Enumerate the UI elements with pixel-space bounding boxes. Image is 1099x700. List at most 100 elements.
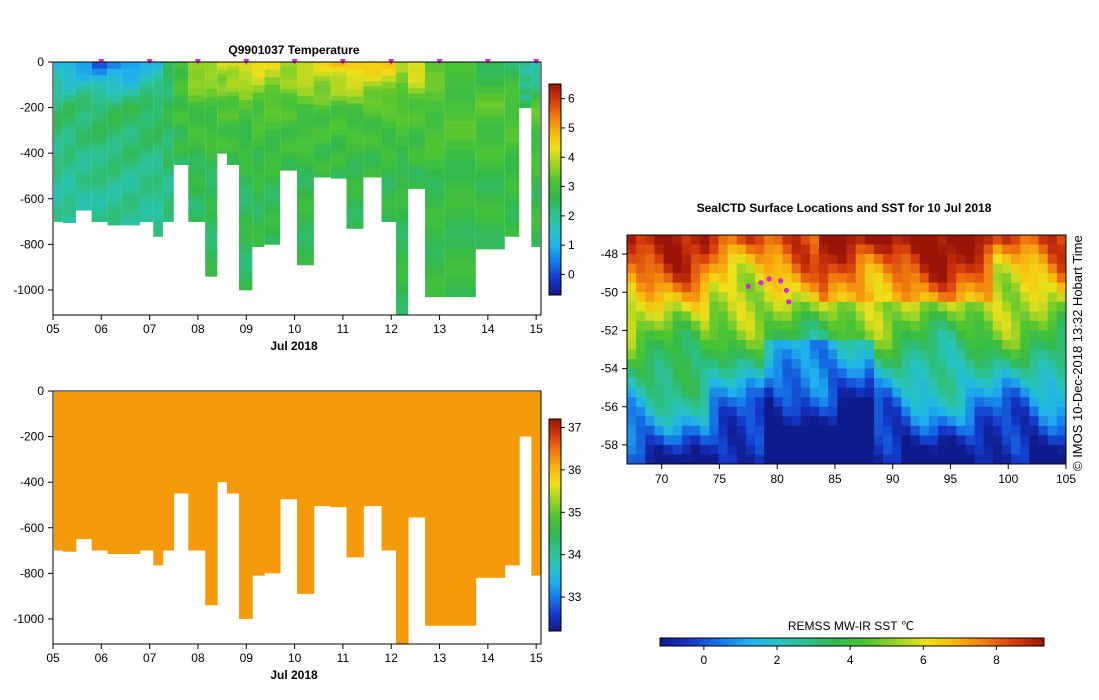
sst-cell — [636, 273, 646, 284]
sst-cell — [700, 339, 710, 350]
sst-cell — [636, 359, 646, 370]
sst-cell — [745, 454, 756, 465]
temperature-cell — [217, 99, 227, 105]
temperature-cell — [153, 214, 163, 223]
sst-cell — [773, 349, 783, 360]
temperature-cell — [75, 179, 92, 186]
temperature-cell — [121, 157, 140, 165]
temperature-cell — [396, 177, 409, 189]
temperature-cell — [205, 62, 218, 72]
sst-cell — [800, 378, 811, 389]
sst-cell — [846, 416, 857, 427]
sst-cell — [1029, 378, 1040, 389]
sst-cell — [947, 444, 957, 455]
sst-cell — [974, 301, 985, 312]
temperature-cell — [153, 207, 163, 215]
temperature-cell — [54, 148, 63, 156]
temperature-cell — [54, 175, 63, 183]
temperature-cell — [162, 108, 174, 116]
temperature-cell — [346, 89, 364, 98]
sst-cell — [1047, 444, 1058, 455]
sst-cell — [764, 387, 774, 398]
sst-cell — [956, 263, 966, 274]
sst-cell — [700, 406, 710, 417]
temperature-cell — [444, 189, 476, 200]
temperature-cell — [408, 167, 426, 174]
temperature-cell — [381, 62, 397, 70]
sst-cell — [1029, 292, 1040, 303]
sst-cell — [627, 282, 637, 293]
sst-cell — [837, 349, 847, 360]
temperature-cell — [62, 115, 76, 123]
temperature-cell — [264, 62, 281, 70]
sst-cell — [773, 320, 783, 331]
temperature-cell — [330, 81, 347, 87]
sst-cell — [1047, 235, 1058, 246]
sst-cell — [709, 444, 719, 455]
x-tick-label: 05 — [46, 322, 60, 336]
sst-cell — [654, 368, 665, 379]
sst-cell — [928, 320, 939, 331]
sst-cell — [1020, 292, 1030, 303]
y-tick-label: -58 — [601, 438, 619, 452]
sst-cell — [883, 339, 893, 350]
temperature-cell — [425, 169, 445, 180]
sst-cell — [764, 282, 774, 293]
temperature-cell — [153, 83, 163, 92]
temperature-cell — [531, 115, 540, 124]
sst-cell — [736, 378, 747, 389]
sst-cell — [992, 244, 1003, 255]
sst-cell — [736, 397, 747, 408]
sst-cell — [956, 320, 966, 331]
temperature-cell — [173, 134, 189, 140]
x-tick-label: 06 — [95, 322, 109, 336]
temperature-cell — [444, 169, 476, 180]
sst-cell — [864, 359, 875, 370]
sst-cell — [809, 454, 820, 465]
temperature-cell — [173, 151, 189, 157]
sst-cell — [928, 263, 939, 274]
temperature-cell — [91, 148, 108, 156]
sst-cell — [636, 282, 646, 293]
temperature-cell — [239, 251, 253, 262]
sst-cell — [672, 435, 683, 446]
temperature-cell — [162, 88, 174, 96]
sst-cell — [846, 425, 857, 436]
temperature-cell — [75, 154, 92, 162]
temperature-cell — [173, 121, 189, 127]
sst-cell — [709, 330, 719, 341]
sst-cell — [1056, 349, 1067, 360]
sst-cell — [983, 454, 994, 465]
sst-cell — [745, 292, 756, 303]
temperature-cell — [313, 148, 331, 154]
sst-cell — [956, 425, 966, 436]
sst-cell — [1038, 425, 1049, 436]
sst-cell — [764, 444, 774, 455]
temperature-cell — [217, 80, 227, 86]
sst-cell — [745, 378, 756, 389]
temperature-cell — [363, 157, 382, 164]
temperature-cell — [121, 68, 140, 76]
sst-cell — [627, 359, 637, 370]
temperature-cell — [264, 84, 281, 93]
temperature-cell — [330, 144, 347, 150]
sst-cell — [1011, 368, 1021, 379]
temperature-cell — [346, 103, 364, 111]
temperature-cell — [313, 143, 331, 149]
sst-cell — [837, 397, 847, 408]
temperature-cell — [226, 62, 240, 67]
sst-cell — [864, 311, 875, 322]
temperature-cell — [363, 124, 382, 130]
sst-cell — [764, 254, 774, 265]
temperature-cell — [239, 109, 253, 120]
sst-cell — [1047, 311, 1058, 322]
sst-cell — [928, 282, 939, 293]
temperature-cell — [226, 66, 240, 71]
sst-cell — [736, 406, 747, 417]
sst-cell — [846, 387, 857, 398]
sst-cell — [782, 301, 793, 312]
sst-cell — [809, 406, 820, 417]
temperature-cell — [519, 77, 532, 80]
temperature-cell — [280, 80, 297, 85]
temperature-cell — [313, 66, 331, 72]
